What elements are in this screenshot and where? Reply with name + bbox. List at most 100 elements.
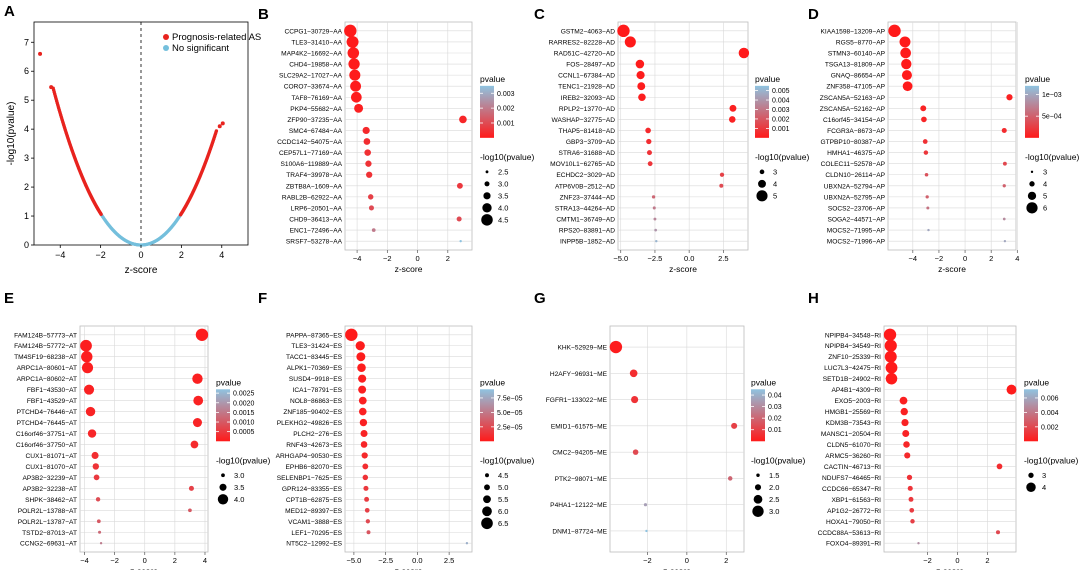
y-tick-label: CORO7−33674−AA: [284, 84, 343, 91]
dot: [85, 406, 96, 417]
y-tick-label: CCPG1−30729−AA: [284, 28, 342, 35]
y-tick-label: AP1G2−26772−RI: [827, 508, 881, 515]
dot: [192, 373, 203, 384]
y-tick-label: FGFR1−133022−ME: [546, 397, 608, 404]
nonsig-points: [99, 213, 182, 247]
y-tick-label: KDM3B−73543−RI: [826, 420, 882, 427]
dot: [368, 205, 374, 211]
color-legend-label: 0.0010: [233, 420, 255, 427]
y-tick-label: TSTD2−87013−AT: [22, 530, 77, 537]
dot: [364, 496, 370, 502]
dot: [996, 463, 1003, 470]
dot: [360, 441, 368, 448]
color-legend-label: 0.002: [1041, 424, 1059, 431]
dot: [719, 183, 724, 188]
size-legend-marker: [1028, 472, 1034, 478]
color-legend-title: pvalue: [751, 377, 776, 387]
dot: [350, 80, 362, 92]
size-legend-marker: [1026, 202, 1038, 214]
size-legend-title: -log10(pvalue): [755, 152, 810, 162]
y-tick-label: 5: [24, 95, 29, 105]
y-tick-label: CCNL1−67384−AD: [558, 73, 615, 80]
dot: [351, 91, 362, 103]
dot: [1002, 184, 1006, 188]
dot: [899, 36, 911, 48]
y-tick-label: PLCH2−276−ES: [293, 431, 342, 438]
y-tick-label: AP3B2−32238−AT: [22, 486, 77, 493]
y-tick-label: MOCS2−71995−AP: [827, 228, 886, 235]
y-tick-label: RARRES2−82228−AD: [549, 39, 616, 46]
dot: [366, 530, 371, 535]
x-tick-label: −4: [55, 250, 65, 260]
size-legend-title: -log10(pvalue): [1024, 455, 1079, 465]
dot: [195, 328, 209, 341]
dot: [190, 440, 199, 449]
y-tick-label: TAF8−76169−AA: [292, 95, 343, 102]
y-tick-label: EPHB6−82070−ES: [286, 464, 343, 471]
color-legend-label: 0.03: [768, 404, 782, 411]
x-tick-label: 0.0: [412, 556, 422, 565]
size-legend-label: 6.0: [498, 507, 508, 516]
y-tick-label: UBXN2A−52794−AP: [824, 183, 886, 190]
y-tick-label: C16orf45−34154−AP: [823, 117, 886, 124]
dot: [925, 195, 929, 199]
dot: [927, 228, 930, 232]
y-tick-label: TLE3−31410−AA: [291, 39, 342, 46]
size-legend-label: 1.5: [769, 471, 779, 480]
color-legend-label: 0.0025: [233, 391, 255, 398]
y-tick-label: PLEKHG2−49826−ES: [277, 420, 343, 427]
y-tick-label: RPS20−83891−AD: [559, 228, 615, 235]
size-legend-label: 3.0: [769, 507, 779, 516]
y-tick-label: P4HA1−12122−ME: [550, 502, 607, 509]
y-tick-label: PTK2−98071−ME: [555, 476, 608, 483]
dot: [364, 149, 371, 156]
dots: [80, 328, 209, 545]
panel-letter-d: D: [808, 6, 819, 23]
dot: [923, 150, 929, 155]
y-tick-label: 6: [24, 66, 29, 76]
size-legend-label: 2.5: [769, 495, 779, 504]
size-legend-label: 3: [1043, 167, 1047, 176]
panel-letter-a: A: [4, 3, 15, 20]
y-tick-label: CUX1−81071−AT: [25, 453, 77, 460]
dots: [617, 24, 750, 243]
size-legend-title: -log10(pvalue): [480, 152, 535, 162]
x-tick-label: −4: [909, 254, 918, 263]
color-bar: [216, 389, 230, 442]
dot: [84, 384, 95, 395]
dot: [348, 58, 360, 70]
legend-label: Prognosis-related AS: [172, 32, 261, 43]
dot: [910, 519, 915, 524]
y-tick-label: TSGA13−81809−AP: [825, 62, 886, 69]
color-bar: [755, 85, 769, 138]
dot: [346, 35, 359, 48]
dot: [637, 82, 646, 91]
y-tick-label: ZNF23−37444−AD: [560, 194, 616, 201]
legend-marker: [163, 34, 169, 40]
y-tick-label: POLR2L−13787−AT: [18, 519, 77, 526]
dot: [645, 127, 651, 134]
dot: [924, 172, 929, 177]
size-legend-title: -log10(pvalue): [751, 455, 806, 465]
color-bar: [480, 389, 494, 442]
y-tick-label: HOXA1−79050−RI: [826, 519, 881, 526]
dot: [888, 24, 901, 38]
y-tick-label: MAP4K2−16692−AA: [281, 50, 342, 57]
color-legend-label: 7.5e−05: [497, 395, 523, 402]
size-legend-label: 6.5: [498, 519, 508, 528]
size-legend-label: 4: [1042, 483, 1046, 492]
color-legend-label: 0.005: [772, 88, 790, 95]
y-tick-label: PTCHD4−76445−AT: [17, 420, 77, 427]
y-tick-label: ZNF358−47105−AP: [826, 84, 885, 91]
dot: [901, 70, 912, 81]
size-legend-label: 6: [1043, 203, 1047, 212]
y-tick-label: NPIPB4−34548−RI: [825, 332, 881, 339]
y-tick-label: CEP57L1−77169−AA: [279, 150, 343, 157]
dot: [465, 542, 469, 545]
dot: [921, 116, 927, 123]
dot: [371, 228, 376, 232]
y-tick-label: SMC4−67484−AA: [289, 128, 343, 135]
dot: [359, 418, 368, 427]
size-legend-marker: [219, 483, 227, 491]
panel-letter-c: C: [534, 6, 545, 23]
